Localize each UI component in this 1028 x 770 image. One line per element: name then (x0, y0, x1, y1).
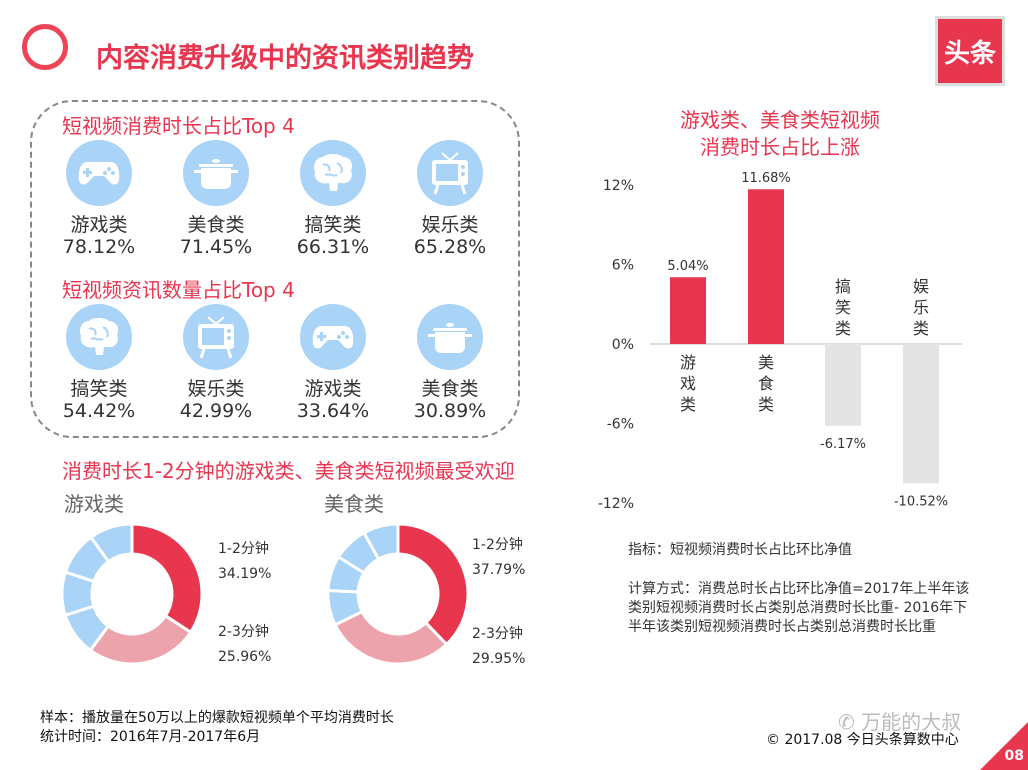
category-value: 54.42% (62, 400, 136, 422)
category-label: 戏 (680, 374, 696, 393)
legend-name: 1-2分钟 (218, 541, 269, 557)
section2-item: 游戏类 33.64% (278, 304, 388, 422)
copyright: © 2017.08 今日头条算数中心 (766, 732, 959, 748)
bar (903, 344, 939, 484)
category-value: 42.99% (179, 400, 253, 422)
category-label: 搞 (835, 277, 851, 296)
category-label: 娱 (913, 277, 929, 296)
title-ring-icon (22, 24, 68, 70)
section1-item: 游戏类 78.12% (44, 140, 154, 258)
category-label: 笑 (835, 298, 851, 317)
bar-value-label: 11.68% (741, 171, 791, 186)
donut1-title: 游戏类 (64, 492, 124, 516)
bar (670, 277, 706, 344)
legend-name: 2-3分钟 (218, 624, 269, 640)
cooking-pot-icon (417, 304, 483, 370)
y-tick-label: -12% (598, 496, 634, 512)
category-label: 游 (680, 353, 696, 372)
page-number: 08 (1004, 748, 1024, 764)
category-name: 娱乐类 (421, 214, 479, 236)
y-tick-label: 12% (603, 178, 634, 194)
category-value: 78.12% (62, 236, 136, 258)
category-label: 乐 (913, 298, 929, 317)
watermark: ✆ 万能的大叔 (838, 706, 961, 735)
sample-note: 样本：播放量在50万以上的爆款短视频单个平均消费时长 (40, 710, 394, 726)
category-name: 娱乐类 (187, 378, 245, 400)
section2-item: 娱乐类 42.99% (161, 304, 271, 422)
legend-value: 37.79% (472, 562, 526, 578)
page-title: 内容消费升级中的资讯类别趋势 (96, 43, 474, 74)
y-tick-label: -6% (607, 417, 634, 433)
legend-name: 1-2分钟 (472, 537, 523, 553)
toutiao-logo: 头条 (935, 16, 1005, 86)
category-label: 类 (758, 395, 774, 414)
category-value: 33.64% (296, 400, 370, 422)
donut1-label1: 1-2分钟 34.19% (218, 537, 271, 587)
donut2-label1: 1-2分钟 37.79% (472, 533, 525, 583)
category-name: 搞笑类 (70, 378, 128, 400)
donut-slice (361, 522, 400, 562)
donut-slice (130, 522, 204, 635)
category-value: 71.45% (179, 236, 253, 258)
category-name: 搞笑类 (304, 214, 362, 236)
category-label: 食 (758, 374, 774, 393)
donut1-label2: 2-3分钟 25.96% (218, 620, 271, 670)
category-label: 类 (913, 319, 929, 338)
tv-icon (183, 304, 249, 370)
section2-item: 美食类 30.89% (395, 304, 505, 422)
donut-slice (88, 522, 134, 564)
category-name: 游戏类 (304, 378, 362, 400)
tv-icon (417, 140, 483, 206)
category-value: 66.31% (296, 236, 370, 258)
gamepad-icon (300, 304, 366, 370)
period-note: 统计时间：2016年7月-2017年6月 (40, 729, 261, 745)
category-value: 30.89% (413, 400, 487, 422)
bar-chart-title: 消费时长占比上涨 (700, 135, 860, 159)
category-name: 美食类 (421, 378, 479, 400)
calc-note: 计算方式：消费总时长占比环比净值=2017年上半年该类别短视频消费时长占类别总消… (628, 581, 970, 635)
section2-title: 短视频资讯数量占比Top 4 (62, 278, 295, 302)
page-corner (980, 722, 1028, 770)
wechat-icon: ✆ (838, 710, 862, 734)
cooking-pot-icon (183, 140, 249, 206)
legend-name: 2-3分钟 (472, 626, 523, 642)
y-tick-label: 0% (612, 337, 634, 353)
category-name: 美食类 (187, 214, 245, 236)
section1-item: 娱乐类 65.28% (395, 140, 505, 258)
donut2-label2: 2-3分钟 29.95% (472, 622, 525, 672)
legend-value: 29.95% (472, 651, 526, 667)
donut-slice (396, 522, 470, 647)
category-label: 类 (680, 395, 696, 414)
gamepad-icon (66, 140, 132, 206)
bar-value-label: -6.17% (820, 437, 866, 452)
brain-icon (66, 304, 132, 370)
category-name: 游戏类 (70, 214, 128, 236)
legend-value: 25.96% (218, 649, 272, 665)
category-label: 类 (835, 319, 851, 338)
section2-item: 搞笑类 54.42% (44, 304, 154, 422)
watermark-text: 万能的大叔 (861, 710, 962, 734)
bar (748, 189, 784, 344)
bar-chart-title: 游戏类、美食类短视频 (680, 108, 880, 132)
section1-title: 短视频消费时长占比Top 4 (62, 114, 295, 138)
section1-grid: 游戏类 78.12% 美食类 71.45% 搞笑类 66.31% 娱乐类 65.… (44, 140, 505, 258)
donut2-title: 美食类 (324, 492, 384, 516)
bar-value-label: -10.52% (894, 494, 948, 509)
category-label: 美 (758, 353, 774, 372)
bar-value-label: 5.04% (667, 259, 708, 274)
indicator-note: 指标：短视频消费时长占比环比净值 (628, 542, 852, 558)
top4-dashed-box (30, 100, 520, 438)
bar (825, 344, 861, 426)
section1-item: 美食类 71.45% (161, 140, 271, 258)
legend-value: 34.19% (218, 566, 272, 582)
category-value: 65.28% (413, 236, 487, 258)
y-tick-label: 6% (612, 258, 634, 274)
section2-grid: 搞笑类 54.42% 娱乐类 42.99% 游戏类 33.64% 美食类 30.… (44, 304, 505, 422)
section1-item: 搞笑类 66.31% (278, 140, 388, 258)
section3-title: 消费时长1-2分钟的游戏类、美食类短视频最受欢迎 (62, 459, 515, 483)
brain-icon (300, 140, 366, 206)
